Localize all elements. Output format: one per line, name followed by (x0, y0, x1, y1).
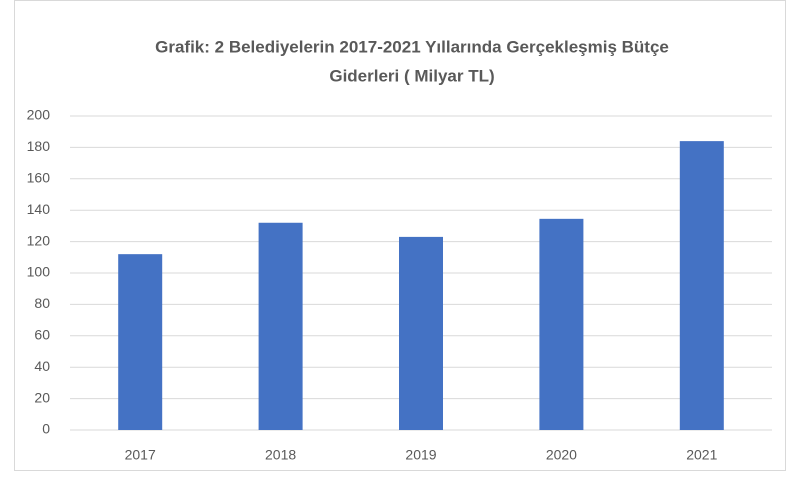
y-tick-label: 100 (27, 264, 51, 280)
y-tick-label: 200 (27, 107, 51, 123)
y-tick-label: 120 (27, 232, 51, 248)
y-tick-label: 180 (27, 138, 51, 154)
y-tick-label: 40 (34, 358, 50, 374)
chart-title: Giderleri ( Milyar TL) (329, 66, 494, 85)
y-tick-label: 20 (34, 389, 50, 405)
y-tick-label: 80 (34, 295, 50, 311)
chart-title: Grafik: 2 Belediyelerin 2017-2021 Yıllar… (155, 37, 669, 56)
x-tick-label: 2017 (125, 447, 156, 463)
x-tick-label: 2019 (405, 447, 436, 463)
x-tick-label: 2020 (546, 447, 577, 463)
x-tick-label: 2021 (686, 447, 717, 463)
bar (399, 236, 443, 430)
bar (258, 222, 303, 430)
y-tick-label: 160 (27, 170, 51, 186)
y-tick-label: 140 (27, 201, 51, 217)
x-tick-label: 2018 (265, 447, 296, 463)
y-tick-label: 0 (42, 421, 50, 437)
bar (118, 254, 163, 430)
bar (539, 218, 584, 430)
y-tick-label: 60 (34, 327, 50, 343)
bar (679, 141, 724, 430)
